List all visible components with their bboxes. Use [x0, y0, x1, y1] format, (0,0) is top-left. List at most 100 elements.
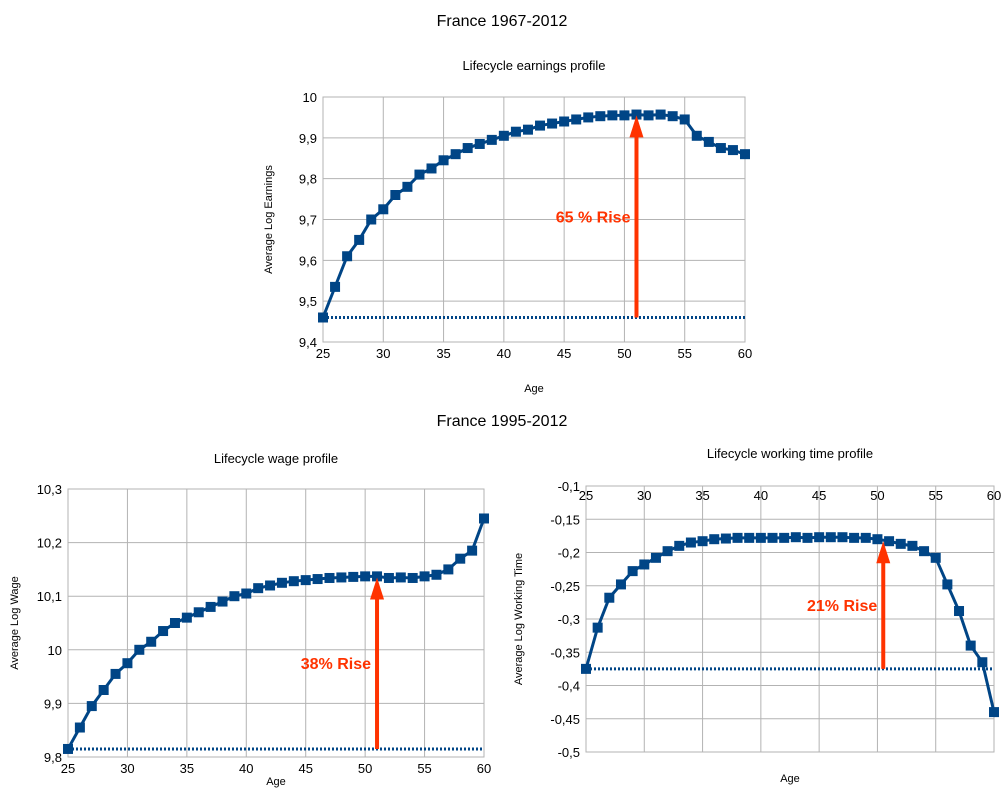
data-point [667, 111, 678, 122]
x-tick-label: 55 [928, 488, 942, 503]
x-tick-label: 35 [180, 761, 194, 776]
y-tick-label: 10 [303, 90, 317, 105]
x-tick-label: 45 [298, 761, 312, 776]
data-point [419, 571, 430, 582]
data-point [265, 580, 276, 591]
data-point [366, 214, 377, 225]
y-axis-label: Average Log Wage [9, 576, 21, 670]
data-point [229, 591, 240, 602]
y-tick-label: -0,25 [550, 579, 580, 594]
x-tick-label: 25 [61, 761, 75, 776]
data-point [443, 564, 454, 575]
y-tick-label: -0,5 [558, 745, 580, 760]
data-point [954, 606, 965, 617]
data-point [193, 607, 204, 618]
y-tick-label: 9,8 [44, 750, 62, 765]
rise-arrow-head [876, 541, 891, 564]
y-tick-label: -0,15 [550, 512, 580, 527]
x-tick-label: 30 [376, 346, 390, 361]
data-point [767, 532, 778, 543]
data-point [522, 124, 533, 135]
data-point [872, 534, 883, 545]
y-tick-label: -0,45 [550, 712, 580, 727]
plot-frame [67, 488, 485, 758]
earnings-chart: 25 30 35 40 45 50 55 60 9,4 9,5 9,6 9,7 9,8 9,9 10 Life… [263, 58, 752, 395]
rise-annotation-label: 21% Rise [807, 598, 877, 615]
data-point [372, 571, 383, 582]
data-point [360, 571, 371, 582]
data-point [288, 576, 299, 587]
data-point [595, 111, 606, 122]
data-point [510, 126, 521, 137]
y-tick-label: -0,1 [558, 479, 580, 494]
x-tick-label: 35 [695, 488, 709, 503]
x-tick-label: 40 [754, 488, 768, 503]
bottom-heading: France 1995-2012 [437, 413, 568, 430]
data-point [354, 234, 365, 245]
y-tick-label: 9,6 [299, 253, 317, 268]
y-tick-label: 9,9 [299, 131, 317, 146]
top-heading: France 1967-2012 [437, 13, 568, 30]
data-point [438, 155, 449, 166]
x-tick-label: 60 [477, 761, 491, 776]
data-point [98, 685, 109, 695]
data-point [679, 114, 690, 125]
data-point [253, 583, 264, 594]
data-point [181, 612, 192, 623]
data-point [727, 145, 738, 156]
working-time-chart: 25 30 35 40 45 50 55 60 -0,5 -0,45 -0,4 -0,35 -0,3 -0… [513, 446, 1001, 785]
x-tick-label: 55 [417, 761, 431, 776]
y-tick-label: 10 [48, 643, 62, 658]
data-point [324, 572, 335, 583]
data-point [300, 575, 311, 586]
y-tick-label: -0,35 [550, 645, 580, 660]
data-point [691, 130, 702, 141]
x-tick-label: 25 [579, 488, 593, 503]
x-tick-label: 40 [497, 346, 511, 361]
data-point [919, 546, 930, 557]
data-point [276, 577, 287, 588]
data-point [479, 513, 489, 524]
data-point [498, 130, 509, 141]
data-point [146, 636, 157, 647]
data-point [814, 532, 825, 543]
data-point [615, 579, 626, 590]
x-tick-label: 40 [239, 761, 253, 776]
x-tick-label: 50 [617, 346, 631, 361]
wage-chart: 25 30 35 40 45 50 55 60 9,8 9,9 10 10,1 10,2 10,3 Life… [9, 451, 491, 788]
data-point [110, 668, 121, 679]
data-point [122, 658, 133, 669]
data-point [825, 532, 836, 543]
data-point [895, 538, 906, 549]
y-tick-label: 9,5 [299, 294, 317, 309]
data-point [535, 120, 546, 131]
data-point [217, 596, 228, 607]
data-point [474, 138, 485, 149]
data-point [342, 251, 353, 262]
data-point [395, 572, 406, 583]
data-point [583, 112, 594, 123]
data-point [462, 143, 473, 154]
data-point [336, 572, 347, 583]
x-tick-label: 30 [120, 761, 134, 776]
data-point [703, 136, 714, 147]
data-point [486, 134, 497, 145]
x-tick-label: 55 [677, 346, 691, 361]
data-point [627, 566, 638, 577]
data-point [86, 701, 97, 712]
rise-annotation-label: 65 % Rise [556, 209, 631, 226]
data-point [390, 190, 401, 200]
y-axis-label: Average Log Earnings [263, 165, 275, 274]
x-tick-label: 30 [637, 488, 651, 503]
data-point [571, 114, 582, 125]
y-tick-label: 9,7 [299, 213, 317, 228]
data-point [631, 109, 642, 120]
data-point [581, 663, 591, 674]
y-tick-label: 9,4 [299, 335, 317, 350]
x-tick-label: 50 [358, 761, 372, 776]
data-point [74, 722, 85, 733]
x-axis-label: Age [524, 383, 544, 395]
data-point [715, 143, 726, 154]
data-point [402, 181, 413, 192]
